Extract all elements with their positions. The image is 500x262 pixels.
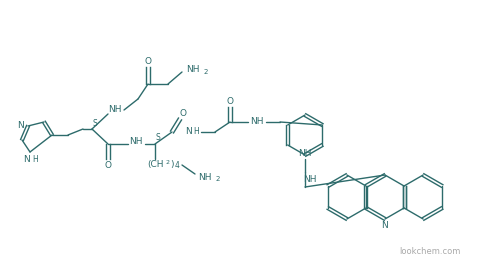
Text: S: S — [92, 119, 98, 128]
Text: O: O — [144, 57, 152, 67]
Text: NH: NH — [186, 66, 200, 74]
Text: N: N — [18, 121, 24, 129]
Text: N: N — [382, 221, 388, 230]
Text: (CH: (CH — [147, 161, 163, 170]
Text: N: N — [184, 128, 192, 137]
Text: 2: 2 — [165, 161, 169, 166]
Text: NH: NH — [198, 172, 212, 182]
Text: NH: NH — [303, 176, 317, 184]
Text: 2: 2 — [204, 69, 208, 75]
Text: NH: NH — [250, 117, 264, 127]
Text: NH: NH — [129, 137, 143, 145]
Text: H: H — [32, 155, 38, 163]
Text: NH: NH — [298, 150, 312, 159]
Text: S: S — [156, 134, 160, 143]
Text: O: O — [226, 97, 234, 106]
Text: ): ) — [170, 161, 174, 170]
Text: O: O — [104, 161, 112, 170]
Text: 4: 4 — [174, 161, 180, 170]
Text: N: N — [24, 155, 30, 163]
Text: NH: NH — [108, 106, 122, 114]
Text: H: H — [193, 128, 199, 137]
Text: O: O — [180, 108, 186, 117]
Text: 2: 2 — [216, 176, 220, 182]
Text: lookchem.com: lookchem.com — [400, 248, 460, 256]
